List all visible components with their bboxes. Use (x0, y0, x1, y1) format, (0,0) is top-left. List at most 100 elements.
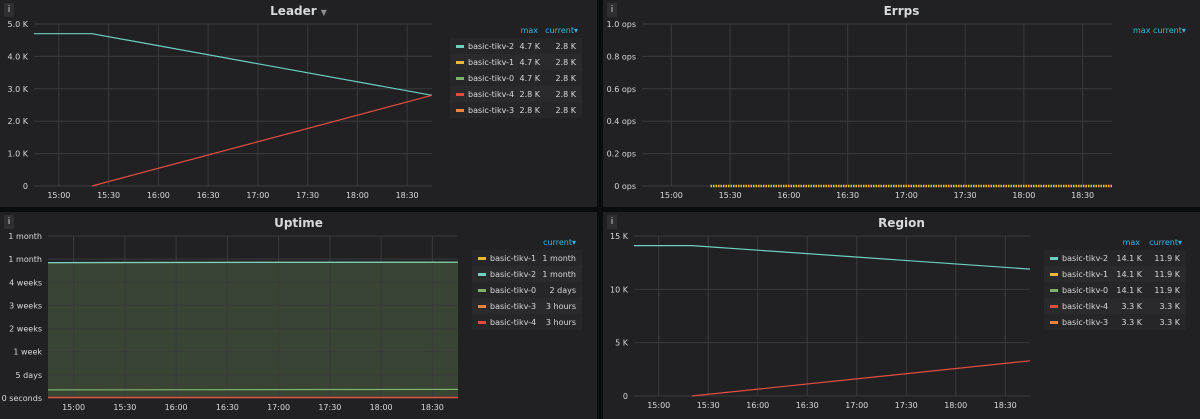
legend-value-current: 3.3 K (1159, 302, 1180, 311)
y-tick-label: 1 month (8, 255, 42, 264)
errps-legend: max current▾ (1125, 24, 1195, 38)
legend-header-current[interactable]: current▾ (543, 238, 576, 247)
x-tick-label: 17:00 (246, 191, 269, 200)
legend-value-current: 3.3 K (1159, 318, 1180, 327)
y-tick-label: 4 weeks (9, 278, 42, 287)
x-tick-label: 17:30 (954, 191, 977, 200)
series-line-basic-tikv-0[interactable] (47, 388, 459, 391)
region-panel: i Region 0 5 K 10 K 15 K 15:00 15:30 16:00 16:3… (603, 212, 1200, 419)
y-tick-label: 0 (23, 182, 28, 191)
series-line-basic-tikv-2[interactable] (34, 33, 433, 96)
legend-item[interactable]: basic-tikv-0 14.1 K 11.9 K (1044, 282, 1186, 298)
leader-chart: 0 1.0 K 2.0 K 3.0 K 4.0 K 5.0 K 15:00 15:30 16:0… (7, 20, 433, 200)
x-tick-label: 16:00 (147, 191, 170, 200)
legend-swatch (1050, 273, 1058, 276)
legend-item[interactable]: basic-tikv-0 4.7 K 2.8 K (450, 70, 582, 86)
legend-value-current: 3 hours (545, 302, 576, 311)
legend-item[interactable]: basic-tikv-4 2.8 K 2.8 K (450, 86, 582, 102)
y-tick-label: 15 K (610, 232, 629, 241)
legend-item[interactable]: basic-tikv-1 1 month (472, 250, 582, 266)
legend-value-max: 2.8 K (519, 106, 540, 115)
legend-value-current: 11.9 K (1154, 286, 1180, 295)
y-tick-label: 0 seconds (2, 394, 42, 403)
y-tick-label: 2.0 K (7, 117, 28, 126)
legend-value-max: 14.1 K (1116, 254, 1142, 263)
legend-item[interactable]: basic-tikv-1 14.1 K 11.9 K (1044, 266, 1186, 282)
legend-value-current: 2.8 K (555, 42, 576, 51)
legend-swatch (456, 77, 464, 80)
legend-value-max: 3.3 K (1121, 318, 1142, 327)
chevron-down-icon[interactable]: ▼ (320, 8, 327, 17)
x-tick-label: 15:30 (719, 191, 742, 200)
info-icon[interactable]: i (4, 215, 14, 229)
legend-value-current: 2.8 K (555, 90, 576, 99)
x-tick-label: 16:00 (746, 401, 769, 410)
y-tick-label: 1 week (13, 348, 42, 357)
legend-header-max[interactable]: max (520, 26, 538, 35)
series-line-basic-tikv-4[interactable] (691, 360, 1031, 397)
legend-value-current: 1 month (542, 270, 576, 279)
x-tick-label: 18:00 (944, 401, 967, 410)
series-line-basic-tikv-4[interactable] (91, 94, 433, 187)
uptime-chart: 0 seconds 5 days 1 week 2 weeks 3 weeks 4 wee… (2, 232, 459, 412)
legend-value-current: 2.8 K (555, 58, 576, 67)
legend-header-current[interactable]: current▾ (1149, 238, 1182, 247)
legend-value-current: 1 month (542, 254, 576, 263)
y-tick-label: 0.8 ops (607, 52, 636, 61)
legend-header-current[interactable]: current▾ (1153, 26, 1186, 35)
legend-item[interactable]: basic-tikv-0 2 days (472, 282, 582, 298)
legend-series-name: basic-tikv-4 (1062, 302, 1109, 311)
y-tick-label: 3 weeks (9, 301, 42, 310)
x-tick-label: 18:00 (1012, 191, 1035, 200)
area-fill (48, 262, 458, 398)
legend-item[interactable]: basic-tikv-1 4.7 K 2.8 K (450, 54, 582, 70)
legend-item[interactable]: basic-tikv-3 2.8 K 2.8 K (450, 102, 582, 118)
panel-title[interactable]: Leader ▼ (270, 4, 327, 18)
x-tick-label: 15:00 (660, 191, 683, 200)
legend-item[interactable]: basic-tikv-2 4.7 K 2.8 K (450, 38, 582, 54)
info-icon[interactable]: i (4, 3, 14, 17)
legend-item[interactable]: basic-tikv-2 1 month (472, 266, 582, 282)
y-tick-label: 1 month (8, 232, 42, 241)
legend-header-current[interactable]: current▾ (545, 26, 578, 35)
legend-series-name: basic-tikv-1 (1062, 270, 1109, 279)
panel-title[interactable]: Region (878, 216, 925, 230)
x-tick-label: 18:00 (370, 403, 393, 412)
x-tick-label: 15:30 (113, 403, 136, 412)
x-tick-label: 17:00 (845, 401, 868, 410)
x-tick-label: 15:30 (697, 401, 720, 410)
legend-value-current: 11.9 K (1154, 270, 1180, 279)
x-tick-label: 17:30 (895, 401, 918, 410)
legend-item[interactable]: basic-tikv-3 3 hours (472, 298, 582, 314)
panel-title[interactable]: Errps (883, 4, 920, 18)
legend-item[interactable]: basic-tikv-4 3 hours (472, 314, 582, 330)
legend-header-max[interactable]: max (1133, 26, 1151, 35)
x-tick-label: 18:00 (346, 191, 369, 200)
x-tick-label: 18:30 (421, 403, 444, 412)
legend-item[interactable]: basic-tikv-2 14.1 K 11.9 K (1044, 250, 1186, 266)
legend-swatch (456, 61, 464, 64)
errps-chart: 0 ops 0.2 ops 0.4 ops 0.6 ops 0.8 ops 1.0 ops… (607, 20, 1112, 200)
legend-series-name: basic-tikv-2 (490, 270, 537, 279)
x-tick-label: 18:30 (396, 191, 419, 200)
panel-title[interactable]: Uptime (274, 216, 323, 230)
legend-swatch (456, 109, 464, 112)
legend-value-max: 4.7 K (519, 58, 540, 67)
legend-value-max: 14.1 K (1116, 286, 1142, 295)
info-icon[interactable]: i (607, 215, 617, 229)
y-tick-label: 0.4 ops (607, 117, 636, 126)
legend-item[interactable]: basic-tikv-4 3.3 K 3.3 K (1044, 298, 1186, 314)
legend-header-max[interactable]: max (1122, 238, 1140, 247)
series-line-basic-tikv-2[interactable] (634, 244, 1031, 270)
y-tick-label: 1.0 ops (607, 20, 636, 29)
legend-series-name: basic-tikv-2 (468, 42, 515, 51)
legend-swatch (1050, 289, 1058, 292)
legend-swatch (1050, 321, 1058, 324)
legend-item[interactable]: basic-tikv-3 3.3 K 3.3 K (1044, 314, 1186, 330)
legend-series-name: basic-tikv-1 (468, 58, 515, 67)
info-icon[interactable]: i (607, 3, 617, 17)
x-tick-label: 17:00 (267, 403, 290, 412)
y-tick-label: 0 ops (614, 182, 636, 191)
uptime-panel: i Uptime 0 seconds 5 days 1 week 2 weeks 3 w… (0, 212, 597, 419)
